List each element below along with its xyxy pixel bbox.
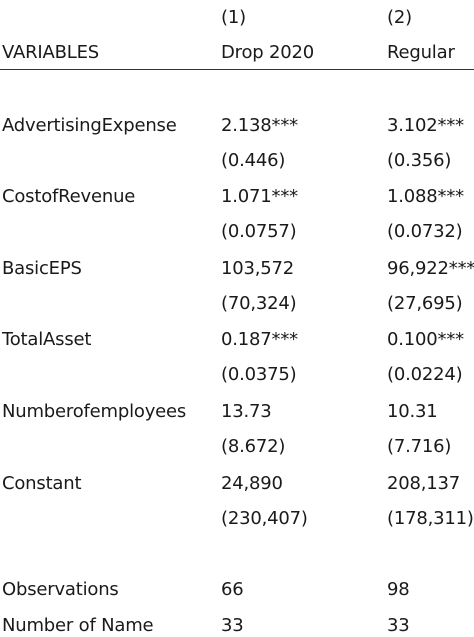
observations-label: Observations — [2, 579, 119, 600]
se-cell: (0.0375) — [221, 364, 297, 385]
number-of-name-value: 33 — [221, 615, 244, 636]
row-label: CostofRevenue — [2, 186, 136, 207]
coef-cell: 24,890 — [221, 473, 283, 494]
coef-cell: 10.31 — [387, 401, 438, 422]
header-rule — [0, 69, 474, 70]
se-cell: (0.0224) — [387, 364, 463, 385]
col-name-1: Drop 2020 — [221, 42, 315, 63]
se-cell: (0.356) — [387, 150, 452, 171]
coef-cell: 0.100*** — [387, 329, 464, 350]
coef-cell: 3.102*** — [387, 115, 464, 136]
se-cell: (27,695) — [387, 293, 463, 314]
coef-cell: 1.088*** — [387, 186, 464, 207]
col-number-2: (2) — [387, 7, 412, 28]
se-cell: (70,324) — [221, 293, 297, 314]
coef-cell: 103,572 — [221, 258, 295, 279]
observations-value: 98 — [387, 579, 410, 600]
number-of-name-label: Number of Name — [2, 615, 154, 636]
se-cell: (0.446) — [221, 150, 286, 171]
se-cell: (0.0732) — [387, 221, 463, 242]
se-cell: (8.672) — [221, 436, 286, 457]
se-cell: (178,311) — [387, 508, 474, 529]
coef-cell: 2.138*** — [221, 115, 298, 136]
row-label: TotalAsset — [2, 329, 92, 350]
row-label: Numberofemployees — [2, 401, 187, 422]
coef-cell: 208,137 — [387, 473, 461, 494]
col-number-1: (1) — [221, 7, 246, 28]
col-name-2: Regular — [387, 42, 455, 63]
se-cell: (0.0757) — [221, 221, 297, 242]
se-cell: (230,407) — [221, 508, 308, 529]
row-label: AdvertisingExpense — [2, 115, 177, 136]
coef-cell: 13.73 — [221, 401, 272, 422]
observations-value: 66 — [221, 579, 244, 600]
row-label: BasicEPS — [2, 258, 82, 279]
variables-header: VARIABLES — [2, 42, 99, 63]
row-label: Constant — [2, 473, 82, 494]
number-of-name-value: 33 — [387, 615, 410, 636]
coef-cell: 0.187*** — [221, 329, 298, 350]
coef-cell: 96,922*** — [387, 258, 474, 279]
se-cell: (7.716) — [387, 436, 452, 457]
coef-cell: 1.071*** — [221, 186, 298, 207]
